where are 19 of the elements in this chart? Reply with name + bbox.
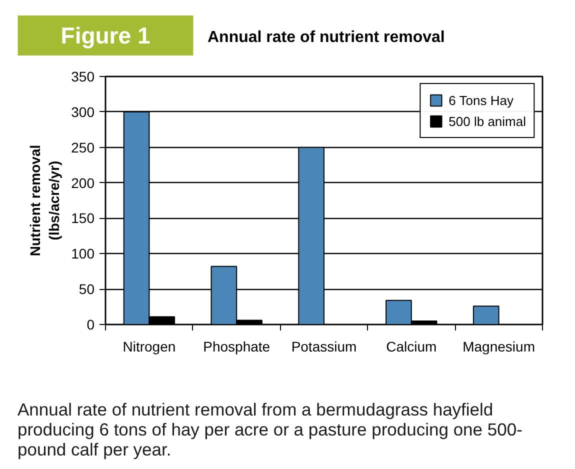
x-tick-label: Potassium (291, 338, 357, 354)
y-tick-label: 150 (71, 210, 95, 226)
legend-label: 6 Tons Hay (448, 92, 514, 108)
x-tick-label: Calcium (386, 338, 437, 354)
text: Annual rate of nutrient removal from a bermudagrass hayfield producing 6 tons of hay per acre or a pasture producing one 500-pound calf per year. (18, 400, 523, 460)
y-tick-label: 50 (78, 281, 95, 298)
x-tick-label: Magnesium (462, 338, 535, 354)
y-tick-label: 200 (71, 174, 95, 191)
y-tick-label: 250 (71, 139, 95, 156)
x-tick-label: Phosphate (203, 338, 270, 354)
y-tick-label: 0 (86, 316, 95, 332)
y-tick-label: 100 (71, 246, 95, 262)
caption: Figure 1 (60, 22, 150, 48)
y-axis-title: Nutrient removal (lbs/acre/yr) (26, 144, 62, 256)
y-tick-label: 350 (71, 68, 95, 84)
x-tick-label: Nitrogen (122, 338, 176, 354)
legend-label: 500 lb animal (448, 113, 526, 129)
chart-title: Annual rate of nutrient removal (208, 29, 445, 46)
y-tick-label: 300 (71, 104, 95, 120)
